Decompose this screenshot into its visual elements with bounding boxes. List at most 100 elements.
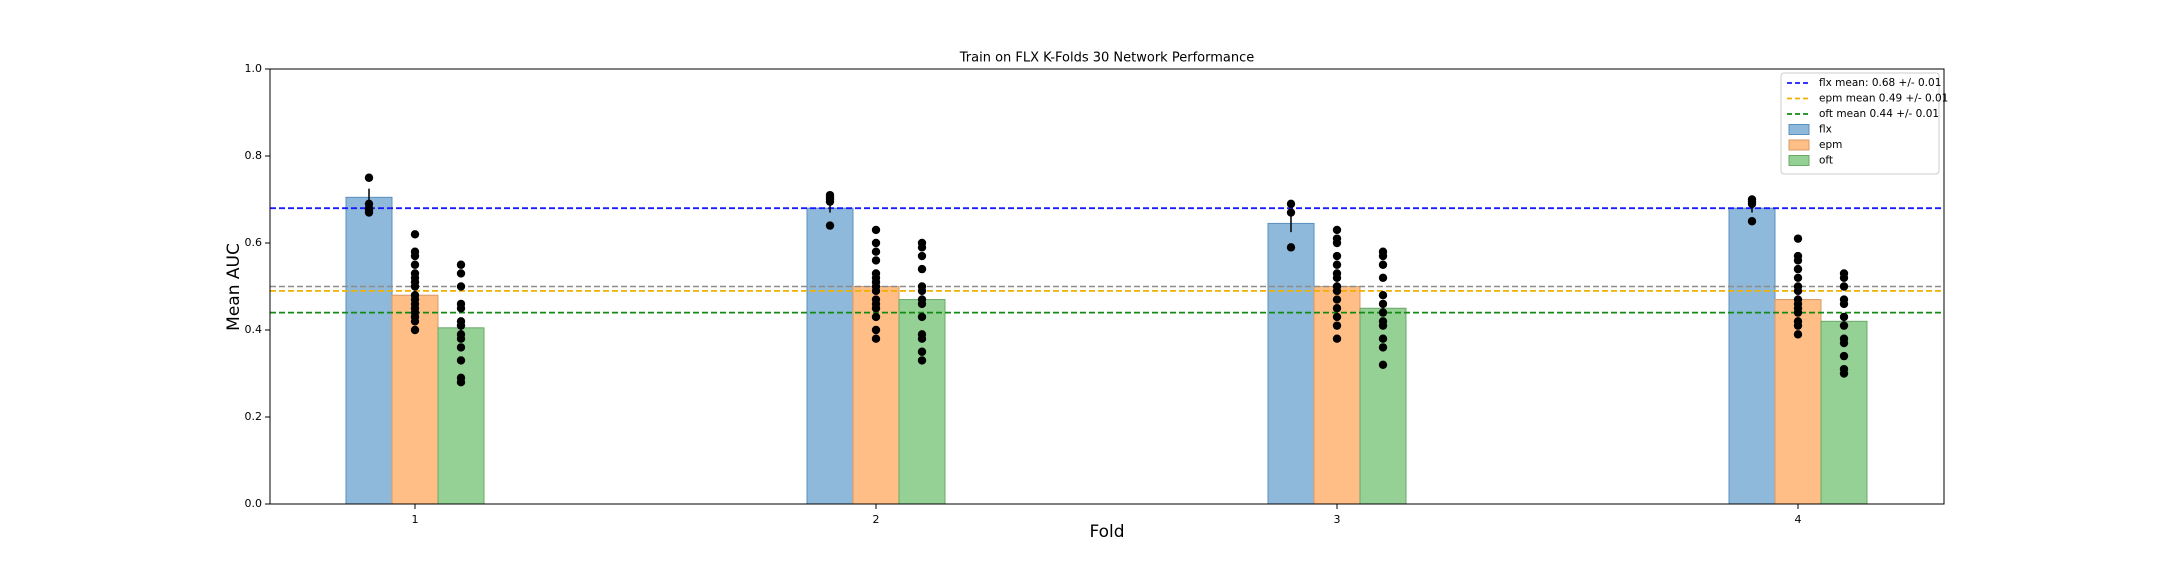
data-point	[1378, 321, 1388, 330]
legend-swatch	[1788, 124, 1810, 135]
data-point	[1332, 238, 1342, 248]
data-point	[410, 317, 420, 326]
data-point	[364, 208, 374, 217]
data-point	[410, 282, 420, 291]
y-axis-label: Mean AUC	[224, 243, 244, 331]
data-point	[1332, 225, 1342, 235]
bar	[437, 327, 485, 505]
data-point	[917, 312, 927, 322]
data-point	[1839, 312, 1849, 322]
data-point	[1378, 273, 1388, 282]
bar	[1267, 222, 1315, 505]
data-point	[1332, 251, 1342, 261]
data-point	[1378, 334, 1388, 343]
data-point	[917, 356, 927, 365]
data-point	[410, 260, 420, 269]
axes-frame	[269, 68, 1945, 505]
data-point	[1839, 273, 1849, 282]
legend-label: epm	[1819, 139, 1842, 151]
data-point	[917, 299, 927, 309]
y-tick-label: 0.6	[245, 236, 263, 249]
data-point	[1747, 199, 1757, 209]
bar	[806, 207, 854, 505]
data-point	[1793, 286, 1803, 296]
data-point	[1378, 299, 1388, 309]
legend-swatch	[1788, 139, 1810, 151]
bar	[852, 286, 900, 505]
data-point	[456, 356, 466, 365]
data-point	[1378, 360, 1388, 369]
data-point	[456, 321, 466, 330]
legend-label: oft	[1819, 155, 1833, 167]
data-point	[871, 286, 881, 296]
legend-label: flx mean: 0.68 +/- 0.01	[1819, 77, 1941, 89]
data-point	[1793, 321, 1803, 330]
data-point	[825, 221, 835, 230]
data-point	[1332, 312, 1342, 322]
data-point	[917, 334, 927, 343]
data-point	[871, 256, 881, 265]
bar	[1728, 207, 1776, 505]
y-tick-label: 0.4	[245, 323, 263, 336]
x-tick-label: 3	[1334, 513, 1341, 526]
data-point	[1793, 256, 1803, 265]
data-point	[1378, 308, 1388, 317]
data-point	[410, 230, 420, 239]
data-point	[410, 251, 420, 261]
data-point	[871, 325, 881, 335]
data-point	[1839, 338, 1849, 348]
legend-label: epm mean 0.49 +/- 0.01	[1819, 93, 1948, 105]
data-point	[871, 247, 881, 256]
data-point	[1378, 251, 1388, 261]
data-point	[871, 304, 881, 313]
data-point	[1793, 308, 1803, 317]
data-point	[917, 264, 927, 274]
data-point	[1332, 286, 1342, 296]
data-point	[1332, 295, 1342, 304]
x-axis-label: Fold	[1089, 522, 1124, 542]
legend-swatch	[1788, 155, 1810, 166]
data-point	[871, 334, 881, 343]
x-tick-label: 1	[412, 513, 419, 526]
data-point	[1747, 217, 1757, 226]
data-point	[917, 251, 927, 261]
data-point	[917, 243, 927, 252]
data-point	[1793, 273, 1803, 282]
bar	[1820, 320, 1868, 505]
y-tick-label: 0.0	[245, 497, 263, 510]
x-tick-label: 2	[873, 513, 880, 526]
data-point	[871, 225, 881, 235]
data-point	[1793, 330, 1803, 339]
data-point	[1332, 321, 1342, 330]
data-point	[364, 173, 374, 182]
data-point	[1286, 243, 1296, 252]
data-point	[1286, 208, 1296, 217]
legend-box	[1780, 72, 1940, 175]
data-point	[1839, 282, 1849, 291]
data-point	[456, 343, 466, 352]
data-point	[1839, 299, 1849, 309]
data-point	[917, 347, 927, 356]
data-point	[1332, 273, 1342, 282]
data-point	[1332, 304, 1342, 313]
data-point	[917, 286, 927, 296]
data-point	[1332, 260, 1342, 269]
y-tick-label: 0.2	[245, 410, 263, 423]
data-point	[1839, 351, 1849, 361]
data-point	[410, 325, 420, 335]
x-tick-label: 4	[1795, 513, 1802, 526]
chart-title: Train on FLX K-Folds 30 Network Performa…	[959, 51, 1254, 66]
data-point	[1839, 321, 1849, 330]
data-point	[456, 304, 466, 313]
legend-label: oft mean 0.44 +/- 0.01	[1819, 108, 1939, 120]
data-point	[1286, 199, 1296, 209]
data-point	[825, 197, 835, 206]
data-point	[1839, 369, 1849, 378]
legend-label: flx	[1819, 124, 1832, 136]
y-tick-label: 0.8	[245, 149, 263, 162]
data-point	[1332, 334, 1342, 343]
data-point	[1378, 260, 1388, 269]
data-point	[456, 282, 466, 291]
data-point	[1793, 234, 1803, 243]
